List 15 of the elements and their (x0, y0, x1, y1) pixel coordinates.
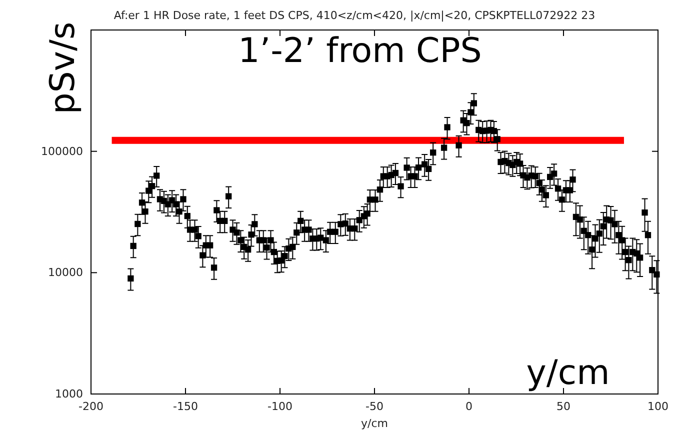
x-tick-label: -50 (366, 400, 384, 413)
x-axis-title: y/cm (361, 417, 388, 430)
annotation: 1’-2’ from CPS (238, 31, 482, 71)
x-tick-label: -150 (173, 400, 198, 413)
y-tick-label: 1000 (55, 388, 83, 401)
annotation: y/cm (526, 353, 610, 393)
x-tick-label: 100 (648, 400, 668, 413)
y-axis-title: pSv/s (43, 22, 83, 114)
x-tick-label: 50 (556, 400, 570, 413)
x-tick-label: 0 (466, 400, 472, 413)
x-tick-label: -100 (268, 400, 292, 413)
chart-title: Af:er 1 HR Dose rate, 1 feet DS CPS, 410<z/cm<420, |x/cm|<20, CPSKPTELL072922 23 (114, 9, 596, 22)
y-tick-label: 10000 (48, 266, 83, 280)
y-tick-label: 100000 (41, 144, 83, 158)
x-tick-label: -200 (78, 400, 104, 413)
